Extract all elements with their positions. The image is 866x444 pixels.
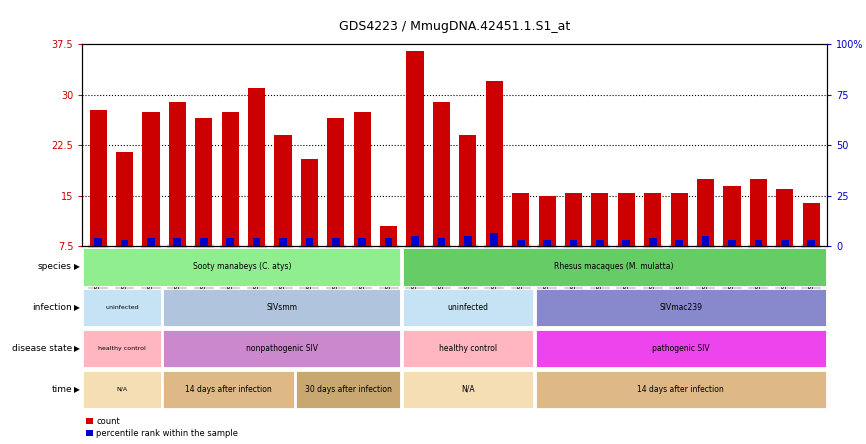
- Text: 30 days after infection: 30 days after infection: [305, 385, 391, 394]
- Text: N/A: N/A: [117, 387, 127, 392]
- Bar: [591, 193, 609, 246]
- Bar: [147, 238, 155, 246]
- Bar: [670, 193, 688, 246]
- Bar: [353, 112, 371, 246]
- FancyBboxPatch shape: [403, 248, 826, 285]
- Bar: [222, 112, 239, 246]
- Bar: [464, 236, 472, 246]
- FancyBboxPatch shape: [403, 371, 533, 408]
- Bar: [565, 193, 582, 246]
- Bar: [301, 159, 318, 246]
- Bar: [697, 179, 714, 246]
- FancyBboxPatch shape: [535, 371, 826, 408]
- Bar: [279, 238, 287, 246]
- Text: GDS4223 / MmugDNA.42451.1.S1_at: GDS4223 / MmugDNA.42451.1.S1_at: [339, 20, 571, 33]
- Text: SIVmac239: SIVmac239: [659, 303, 702, 312]
- FancyBboxPatch shape: [535, 289, 826, 326]
- Text: 14 days after infection: 14 days after infection: [637, 385, 724, 394]
- Bar: [406, 51, 423, 246]
- Bar: [116, 152, 133, 246]
- Bar: [437, 238, 445, 246]
- Bar: [332, 238, 339, 246]
- Bar: [723, 186, 740, 246]
- Bar: [776, 189, 793, 246]
- Text: disease state: disease state: [11, 344, 72, 353]
- Bar: [644, 193, 662, 246]
- Text: healthy control: healthy control: [99, 346, 146, 351]
- FancyBboxPatch shape: [163, 330, 400, 367]
- FancyBboxPatch shape: [296, 371, 400, 408]
- Text: SIVsmm: SIVsmm: [266, 303, 297, 312]
- Bar: [226, 238, 234, 246]
- Bar: [411, 236, 419, 246]
- Bar: [596, 240, 604, 246]
- Bar: [486, 81, 503, 246]
- FancyBboxPatch shape: [403, 289, 533, 326]
- Bar: [385, 238, 392, 246]
- Text: Sooty manabeys (C. atys): Sooty manabeys (C. atys): [192, 262, 291, 271]
- Text: 14 days after infection: 14 days after infection: [185, 385, 272, 394]
- FancyBboxPatch shape: [83, 371, 161, 408]
- Text: ▶: ▶: [74, 303, 80, 312]
- Text: uninfected: uninfected: [106, 305, 139, 310]
- Bar: [781, 240, 789, 246]
- Bar: [142, 112, 159, 246]
- Bar: [253, 238, 261, 246]
- FancyBboxPatch shape: [535, 330, 826, 367]
- Bar: [728, 240, 736, 246]
- Bar: [539, 196, 556, 246]
- Bar: [754, 240, 762, 246]
- Text: ▶: ▶: [74, 344, 80, 353]
- Bar: [517, 240, 525, 246]
- Bar: [248, 88, 265, 246]
- Text: species: species: [38, 262, 72, 271]
- Bar: [750, 179, 767, 246]
- Bar: [433, 102, 450, 246]
- Text: ▶: ▶: [74, 262, 80, 271]
- Bar: [543, 240, 551, 246]
- FancyBboxPatch shape: [163, 371, 294, 408]
- FancyBboxPatch shape: [163, 289, 400, 326]
- Bar: [200, 238, 208, 246]
- Bar: [803, 202, 820, 246]
- Bar: [512, 193, 529, 246]
- Bar: [306, 238, 313, 246]
- Bar: [89, 110, 107, 246]
- Text: ▶: ▶: [74, 385, 80, 394]
- Text: infection: infection: [32, 303, 72, 312]
- Bar: [623, 240, 630, 246]
- Bar: [490, 233, 498, 246]
- Bar: [380, 226, 397, 246]
- FancyBboxPatch shape: [403, 330, 533, 367]
- Text: Rhesus macaques (M. mulatta): Rhesus macaques (M. mulatta): [554, 262, 674, 271]
- Bar: [649, 238, 656, 246]
- Text: nonpathogenic SIV: nonpathogenic SIV: [246, 344, 318, 353]
- Bar: [120, 240, 128, 246]
- Bar: [275, 135, 292, 246]
- Bar: [701, 236, 709, 246]
- Bar: [617, 193, 635, 246]
- Bar: [94, 238, 102, 246]
- Text: uninfected: uninfected: [448, 303, 488, 312]
- Text: N/A: N/A: [461, 385, 475, 394]
- FancyBboxPatch shape: [83, 289, 161, 326]
- Bar: [459, 135, 476, 246]
- Text: pathogenic SIV: pathogenic SIV: [652, 344, 709, 353]
- FancyBboxPatch shape: [83, 330, 161, 367]
- Legend: count, percentile rank within the sample: count, percentile rank within the sample: [87, 417, 238, 438]
- Text: healthy control: healthy control: [439, 344, 497, 353]
- Text: time: time: [51, 385, 72, 394]
- Bar: [359, 238, 366, 246]
- Bar: [169, 102, 186, 246]
- Bar: [327, 119, 345, 246]
- Bar: [807, 240, 815, 246]
- Bar: [570, 240, 578, 246]
- Bar: [675, 240, 683, 246]
- FancyBboxPatch shape: [83, 248, 400, 285]
- Bar: [195, 119, 212, 246]
- Bar: [173, 238, 181, 246]
